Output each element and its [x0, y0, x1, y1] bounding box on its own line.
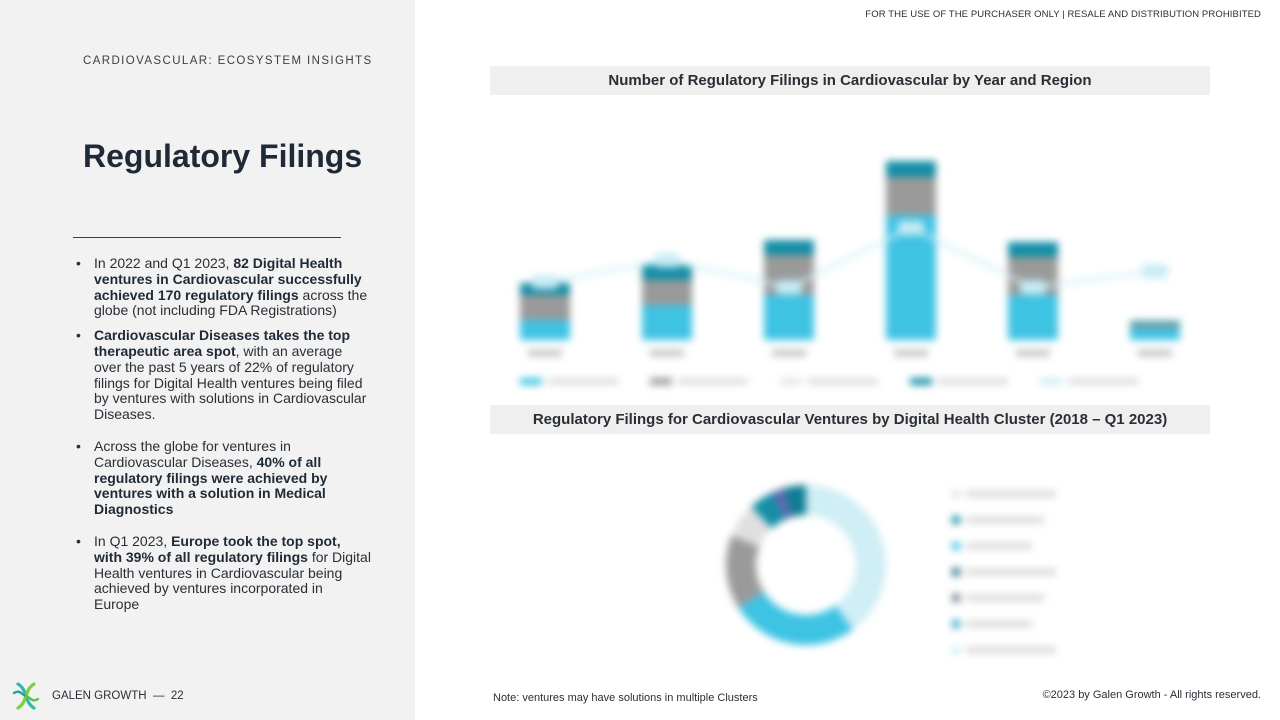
usage-notice: FOR THE USE OF THE PURCHASER ONLY | RESA…	[865, 9, 1261, 20]
donut-slice	[731, 506, 772, 547]
bar-segment	[764, 295, 814, 340]
chart-title-filings-by-cluster: Regulatory Filings for Cardiovascular Ve…	[490, 405, 1210, 434]
donut-slice	[738, 591, 854, 645]
legend-label-mark	[808, 379, 878, 384]
bar-segment	[520, 295, 570, 320]
bar-segment	[642, 280, 692, 305]
insight-highlight: 40% of all regulatory filings were achie…	[94, 453, 328, 518]
legend-label-mark	[678, 379, 748, 384]
insight-text: for Digital Health ventures in Cardiovas…	[94, 548, 371, 613]
line-point	[1142, 264, 1168, 279]
series-line	[544, 226, 1156, 289]
title-divider	[73, 237, 341, 238]
footer-label: GALEN GROWTH — 22	[52, 690, 184, 702]
line-point	[1020, 280, 1046, 295]
insight-text: In 2022 and Q1 2023,	[94, 255, 234, 271]
legend-label-mark	[966, 491, 1056, 497]
legend-swatch	[520, 378, 542, 385]
brand-name: GALEN GROWTH	[52, 690, 147, 702]
legend-swatch	[952, 568, 960, 576]
legend-swatch	[952, 646, 960, 654]
bar-segment	[520, 320, 570, 340]
insight-list: In 2022 and Q1 2023, 82 Digital Health v…	[76, 255, 371, 613]
legend-swatch	[952, 516, 960, 524]
line-point	[654, 253, 680, 268]
brand-separator: —	[152, 690, 165, 702]
galen-growth-logo-icon	[12, 682, 40, 710]
legend-label-mark	[938, 379, 1008, 384]
page-number: 22	[170, 690, 184, 702]
line-point	[532, 275, 558, 289]
legend-label-mark	[1068, 379, 1138, 384]
legend-swatch	[910, 378, 932, 385]
bar-segment	[886, 177, 936, 215]
legend-label-mark	[966, 595, 1044, 601]
insight-text: Across the globe for ventures in Cardiov…	[94, 437, 291, 470]
bar-segment	[886, 161, 936, 177]
donut-slice	[726, 535, 764, 608]
donut-slice	[783, 485, 806, 517]
filings-by-year-chart	[520, 161, 1180, 385]
bar-segment	[642, 264, 692, 280]
filings-by-cluster-chart	[726, 485, 1056, 654]
x-tick-label-mark	[772, 350, 806, 356]
bar-segment	[1130, 321, 1180, 324]
bar-segment	[1008, 295, 1058, 340]
insight-text: In Q1 2023,	[94, 532, 172, 549]
legend-label-mark	[966, 621, 1032, 627]
insight-item: Across the globe for ventures in Cardiov…	[76, 437, 371, 518]
legend-swatch	[952, 620, 960, 628]
copyright: ©2023 by Galen Growth - All rights reser…	[1042, 689, 1261, 701]
line-point	[898, 221, 924, 235]
x-tick-label-mark	[894, 350, 928, 356]
donut-slice	[806, 485, 886, 630]
insight-item: In 2022 and Q1 2023, 82 Digital Health v…	[76, 255, 371, 319]
legend-label-mark	[966, 647, 1056, 653]
legend-swatch	[1040, 378, 1062, 385]
insight-item: Cardiovascular Diseases takes the top th…	[76, 327, 371, 423]
bar-segment	[1130, 324, 1180, 328]
donut-slice	[771, 488, 793, 520]
legend-swatch	[952, 490, 960, 498]
x-tick-label-mark	[650, 350, 684, 356]
x-tick-label-mark	[1016, 350, 1050, 356]
insight-highlight: Cardiovascular Diseases takes the top th…	[94, 327, 351, 359]
x-tick-label-mark	[1138, 350, 1172, 356]
insight-item: In Q1 2023, Europe took the top spot, wi…	[76, 532, 371, 613]
bar-segment	[764, 240, 814, 255]
legend-label-mark	[966, 569, 1056, 575]
bar-segment	[1130, 328, 1180, 340]
legend-label-mark	[966, 543, 1032, 549]
legend-label-mark	[966, 517, 1044, 523]
page-title: Regulatory Filings	[83, 138, 363, 174]
chart-title-filings-by-year: Number of Regulatory Filings in Cardiova…	[490, 66, 1210, 95]
legend-swatch	[952, 594, 960, 602]
insight-text: across the globe (not including FDA Regi…	[94, 286, 368, 319]
x-tick-label-mark	[528, 350, 562, 356]
footnote: Note: ventures may have solutions in mul…	[493, 692, 758, 704]
bar-segment	[642, 305, 692, 340]
section-kicker: CARDIOVASCULAR: ECOSYSTEM INSIGHTS	[83, 55, 373, 67]
legend-label-mark	[548, 379, 618, 384]
insight-text: , with an average over the past 5 years …	[94, 342, 367, 423]
insight-highlight: 82 Digital Health ventures in Cardiovasc…	[94, 255, 362, 303]
footer-brand: GALEN GROWTH — 22	[10, 680, 184, 712]
bar-segment	[1008, 242, 1058, 257]
legend-swatch	[780, 378, 802, 385]
insight-highlight: Europe took the top spot, with 39% of al…	[94, 532, 341, 565]
legend-swatch	[952, 542, 960, 550]
donut-slice	[751, 492, 785, 529]
line-point	[776, 280, 802, 295]
legend-swatch	[650, 378, 672, 385]
